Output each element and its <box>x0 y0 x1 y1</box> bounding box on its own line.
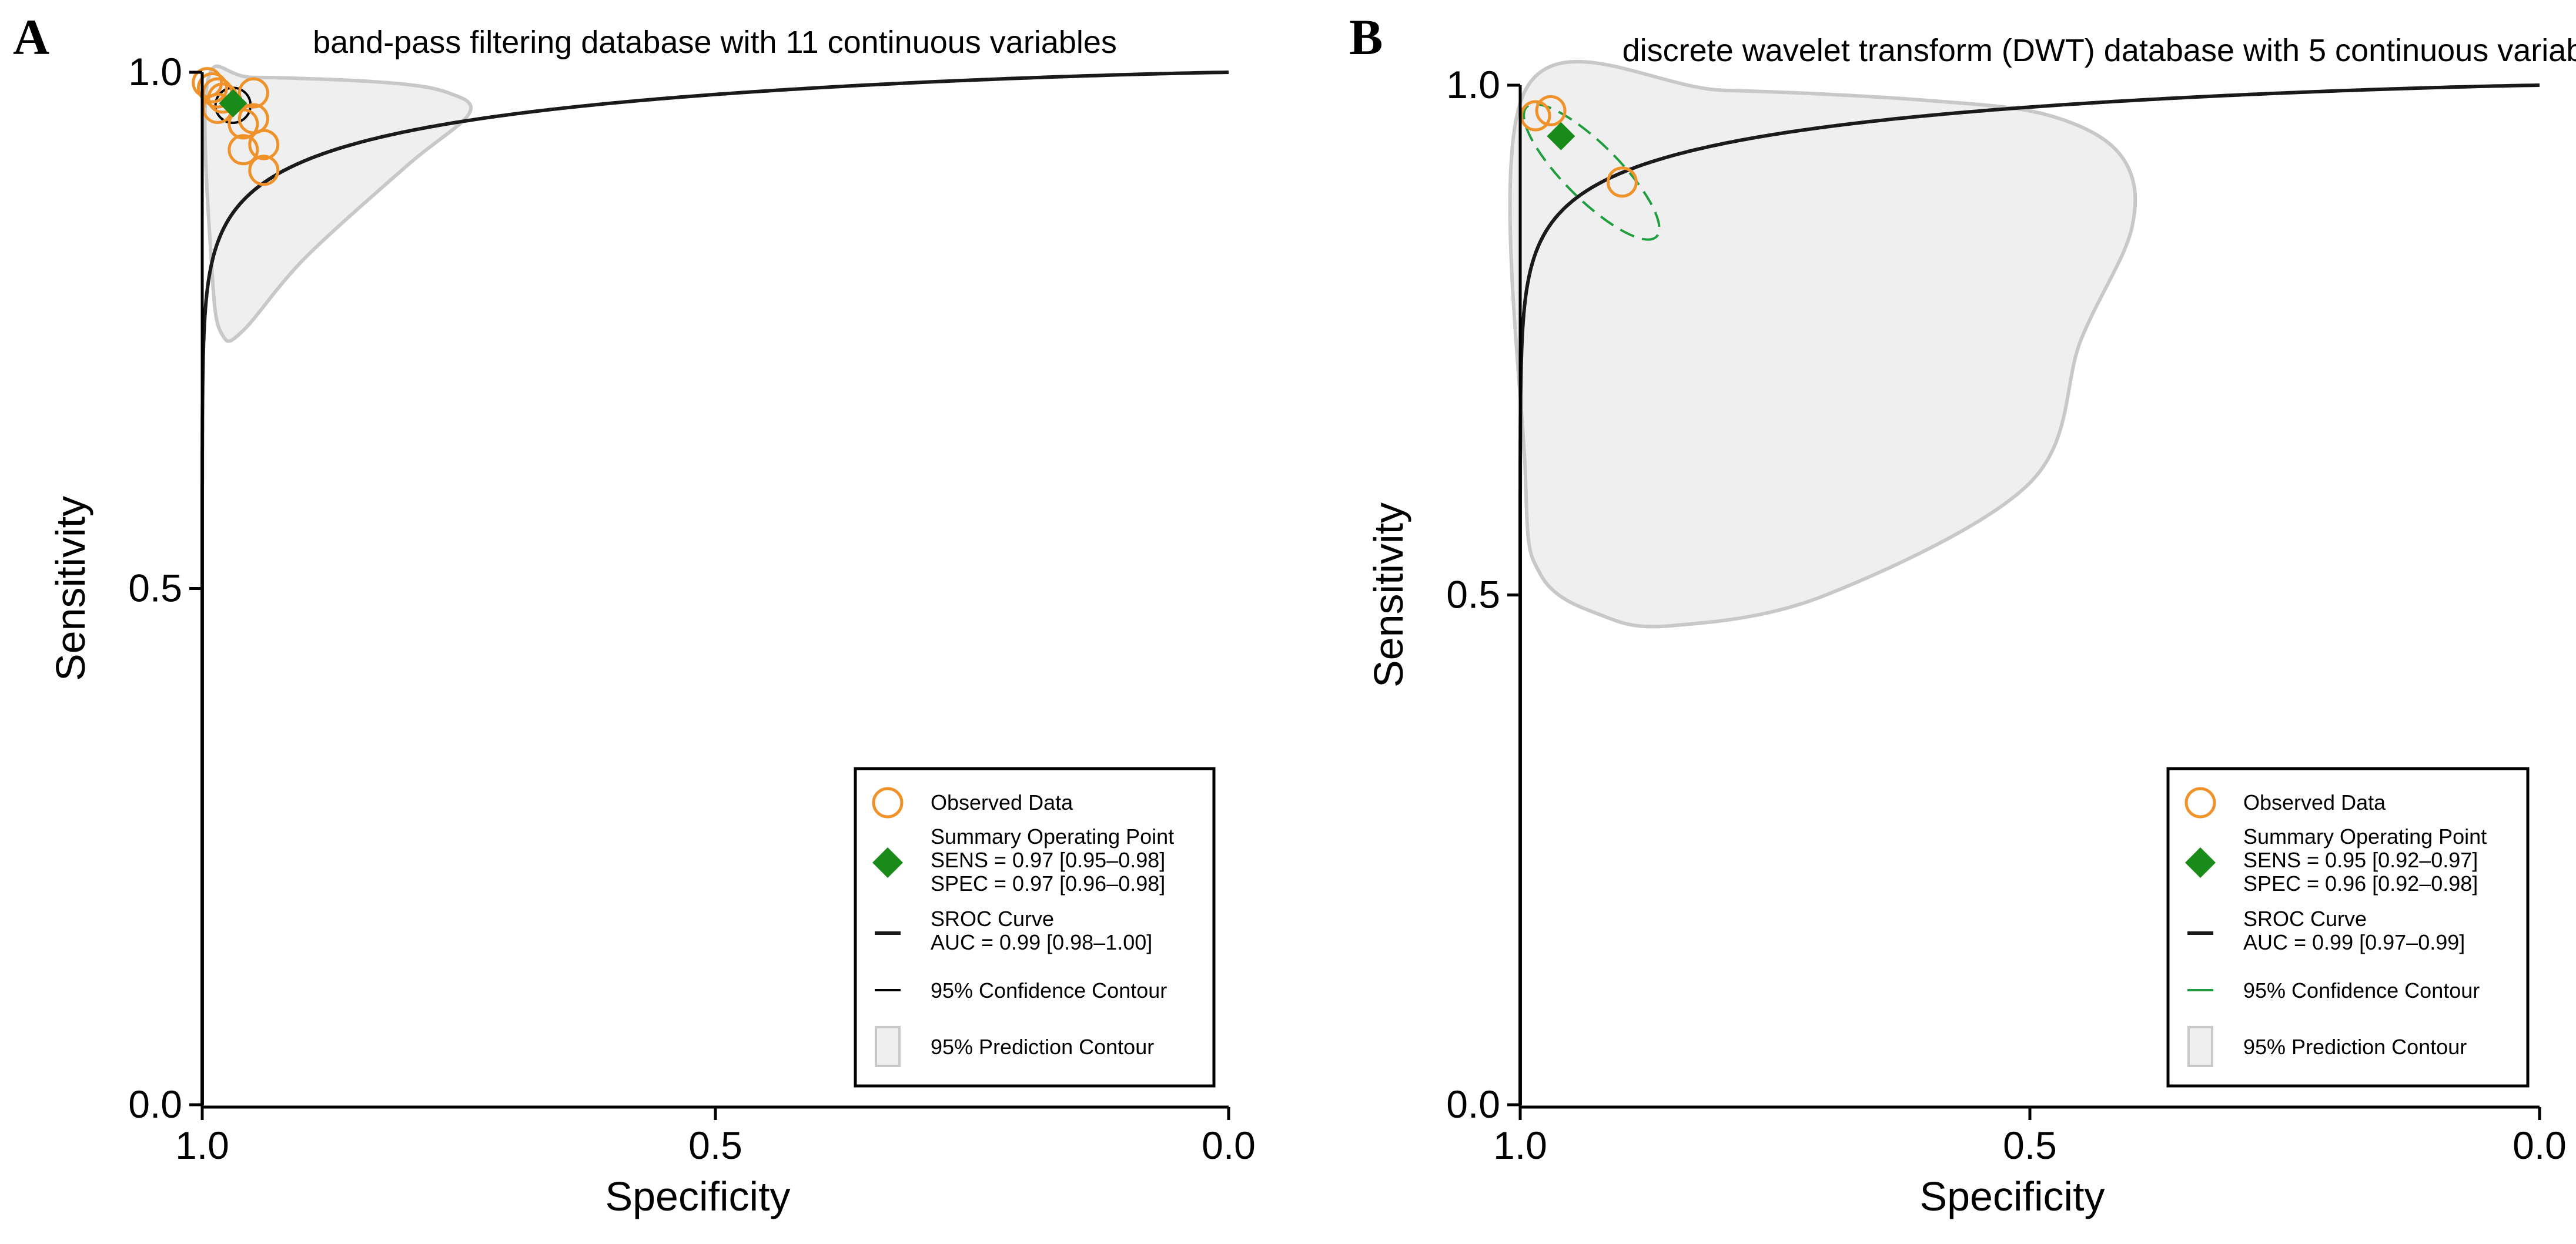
observed-point <box>1535 95 1567 126</box>
legend-prediction-label: 95% Prediction Contour <box>2243 1035 2467 1059</box>
x-tick-label: 0.5 <box>2003 1124 2057 1167</box>
y-tick-label: 0.5 <box>128 566 182 610</box>
x-tick-label: 0.5 <box>688 1124 742 1167</box>
legend-summary-marker <box>872 847 903 878</box>
observed-point <box>228 108 259 140</box>
legend-auc: AUC = 0.99 [0.98–1.00] <box>931 930 1152 954</box>
legend-summary-marker <box>2185 847 2216 878</box>
panel-letter: B <box>1349 9 1383 65</box>
sroc-curve <box>1518 83 2540 1105</box>
legend-observed-label: Observed Data <box>931 790 1073 814</box>
prediction-contour <box>1508 59 2137 629</box>
summary-point <box>219 89 247 118</box>
legend-box <box>854 767 1216 1088</box>
legend-box <box>2166 767 2530 1088</box>
x-axis-label: Specificity <box>1919 1173 2105 1219</box>
y-axis-label: Sensitivity <box>1366 502 1411 688</box>
legend-prediction-marker <box>875 1026 901 1067</box>
observed-point <box>228 134 259 166</box>
y-tick-label: 1.0 <box>128 50 182 93</box>
y-tick-label: 0.0 <box>128 1082 182 1126</box>
legend-summary-title: Summary Operating Point <box>931 824 1174 849</box>
legend: Observed Data Summary Operating PointSENS… <box>2166 767 2530 1088</box>
chart-title: discrete wavelet transform (DWT) databas… <box>1622 33 2576 68</box>
x-tick-label: 0.0 <box>2513 1124 2567 1167</box>
y-tick-label: 0.5 <box>1446 573 1500 616</box>
y-axis-label: Sensitivity <box>48 496 93 681</box>
y-tick-label: 0.0 <box>1446 1082 1500 1126</box>
legend-observed-marker <box>872 787 904 819</box>
legend-spec: SPEC = 0.97 [0.96–0.98] <box>931 871 1165 896</box>
legend-prediction-label: 95% Prediction Contour <box>931 1035 1154 1059</box>
x-tick-label: 1.0 <box>175 1124 229 1167</box>
panel-letter: A <box>13 9 49 65</box>
x-tick-label: 0.0 <box>1202 1124 1256 1167</box>
legend-sens: SENS = 0.97 [0.95–0.98] <box>931 848 1165 872</box>
legend-observed-marker <box>2184 787 2216 819</box>
observed-point <box>196 72 228 103</box>
confidence-contour <box>214 86 252 124</box>
summary-point <box>1547 122 1575 150</box>
legend: Observed Data Summary Operating PointSENS… <box>854 767 1216 1088</box>
observed-point <box>248 129 280 160</box>
legend-confidence-label: 95% Confidence Contour <box>931 978 1167 1002</box>
legend-prediction-marker <box>2187 1026 2213 1067</box>
legend-spec: SPEC = 0.96 [0.92–0.98] <box>2243 871 2478 896</box>
x-axis-label: Specificity <box>605 1173 790 1219</box>
observed-point <box>237 77 269 109</box>
observed-point <box>1606 166 1638 198</box>
legend-sroc-title: SROC Curve <box>2243 907 2367 931</box>
legend-sens: SENS = 0.95 [0.92–0.97] <box>2243 848 2478 872</box>
y-tick-label: 1.0 <box>1446 63 1500 106</box>
legend-auc: AUC = 0.99 [0.97–0.99] <box>2243 930 2465 954</box>
confidence-contour <box>1523 103 1661 241</box>
sroc-curve <box>200 71 1229 1105</box>
legend-sroc-title: SROC Curve <box>931 907 1054 931</box>
legend-confidence-label: 95% Confidence Contour <box>2243 978 2480 1002</box>
prediction-contour <box>203 64 473 343</box>
observed-point <box>248 155 280 186</box>
chart-title: band-pass filtering database with 11 con… <box>313 25 1117 60</box>
legend-observed-label: Observed Data <box>2243 790 2386 814</box>
legend-summary-title: Summary Operating Point <box>2243 824 2487 849</box>
x-tick-label: 1.0 <box>1493 1124 1547 1167</box>
